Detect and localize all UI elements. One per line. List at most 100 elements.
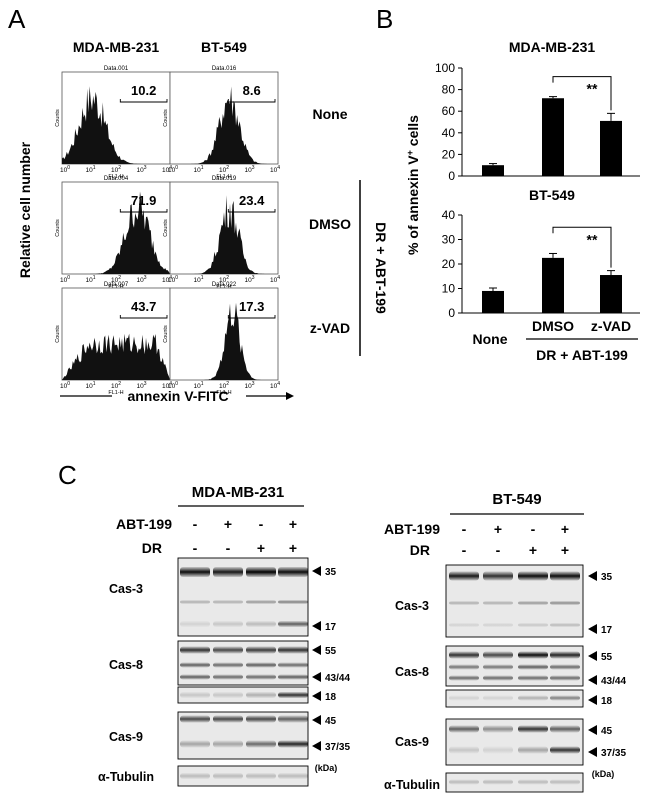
histogram-percent: 71.9 [131, 193, 156, 208]
marker-label: 55 [601, 652, 613, 663]
histogram-x-label: FL1-H [108, 284, 123, 290]
histogram-4: Data.019 Counts 23.4 100 101 102 103 104 FL1-H [163, 176, 280, 290]
histogram-tick-label: 103 [136, 275, 146, 284]
histogram-tick-label: 101 [85, 275, 95, 284]
row-label-zvad: z-VAD [310, 320, 350, 336]
histogram-tick-label: 102 [111, 275, 121, 284]
abt-199-sign: + [224, 516, 232, 532]
blot-band [278, 773, 308, 779]
kda-unit-label: (kDa) [315, 763, 338, 773]
blot-strip-cas-8 [445, 645, 584, 687]
western-blots: MDA-MB-231 ABT-199 DR - - + - - + + + Cas-3 Cas-8 Cas… [98, 484, 626, 793]
blot-title: BT-549 [492, 491, 541, 508]
blot-band [213, 715, 243, 723]
marker-label: 55 [325, 646, 337, 657]
row-label-dmso: DMSO [309, 216, 351, 232]
marker-arrow-icon [588, 695, 597, 705]
chart-bar-z-vad [600, 275, 622, 313]
histogram-counts-label: Counts [163, 109, 169, 127]
marker-label: 37/35 [325, 742, 350, 753]
blot-band [550, 695, 580, 701]
blot-membrane [445, 772, 584, 793]
chart-y-tick-label: 60 [442, 104, 456, 118]
dr-label: DR [142, 540, 162, 556]
protein-label: α-Tubulin [384, 778, 440, 792]
marker-arrow-icon [312, 621, 321, 631]
kda-unit-label: (kDa) [592, 769, 615, 779]
histogram-x-label: FL1-H [216, 174, 231, 180]
histogram-percent: 23.4 [239, 193, 265, 208]
chart-significance-bracket [552, 76, 612, 111]
blot-strip-cas-8-cleaved [177, 686, 309, 704]
blot-strip-cas-3 [177, 557, 309, 637]
row-label-none: None [313, 106, 348, 122]
blot-strip-cas-8-cleaved [445, 689, 584, 708]
histogram-3: Data.004 Counts 71.9 100 101 102 103 104 FL1-H [55, 176, 172, 290]
histogram-tick-label: 102 [111, 381, 121, 390]
histogram-gate [227, 315, 276, 319]
blot-band [180, 773, 210, 779]
histogram-percent: 43.7 [131, 299, 156, 314]
blot-band [246, 674, 276, 680]
marker-arrow-icon [312, 672, 321, 682]
marker-arrow-icon [588, 624, 597, 634]
x-axis-label: annexin V-FITC [127, 388, 228, 404]
histogram-tick-label: 100 [60, 165, 70, 174]
histogram-counts-label: Counts [163, 325, 169, 343]
blot-band [246, 715, 276, 723]
blot-band [180, 692, 210, 698]
blot-band [213, 567, 243, 577]
marker-arrow-icon [588, 675, 597, 685]
blot-band [518, 746, 548, 754]
y-axis-label: Relative cell number [17, 141, 33, 278]
blot-band [550, 623, 580, 627]
blot-membrane [445, 689, 584, 708]
blot-band [246, 621, 276, 627]
blot-band [278, 674, 308, 680]
histogram-counts-label: Counts [55, 325, 61, 343]
histogram-tick-label: 101 [193, 275, 203, 284]
marker-arrow-icon [312, 645, 321, 655]
histogram-file-label: Data.004 [104, 176, 129, 182]
histogram-tick-label: 103 [136, 165, 146, 174]
histogram-tick-label: 104 [270, 275, 280, 284]
blot-band [246, 692, 276, 698]
chart-y-tick-label: 30 [442, 233, 456, 247]
chart-bar-none [482, 290, 504, 313]
marker-label: 35 [601, 572, 613, 583]
blot-band [550, 571, 580, 581]
chart-significance-bracket [552, 226, 612, 268]
histogram-tick-label: 104 [162, 275, 172, 284]
blot-band [483, 571, 513, 581]
blot-band [213, 600, 243, 604]
blot-band [180, 674, 210, 680]
treatment-bracket-label: DR + ABT-199 [373, 222, 389, 314]
protein-label: α-Tubulin [98, 770, 154, 784]
blot-band [449, 675, 479, 681]
histogram-tick-label: 100 [168, 381, 178, 390]
blot-band [518, 675, 548, 681]
chart-y-tick-label: 20 [442, 147, 456, 161]
blot-band [180, 662, 210, 668]
histogram-tick-label: 101 [193, 381, 203, 390]
histogram-tick-label: 100 [168, 275, 178, 284]
blot-strip-tubulin [177, 765, 309, 787]
blot-band [246, 662, 276, 668]
protein-label: Cas-9 [109, 730, 143, 744]
marker-arrow-icon [312, 566, 321, 576]
blot-band [246, 567, 276, 577]
blot-band [449, 746, 479, 754]
histogram-2: Data.016 Counts 8.6 100 101 102 103 104 FL1-H [163, 66, 280, 180]
panel-b: B % of annexin V+ cells MDA-MB-231 0 20 40 6… [376, 4, 640, 363]
blot-band [180, 600, 210, 604]
abt-199-label: ABT-199 [116, 516, 172, 532]
histogram-tick-label: 101 [85, 165, 95, 174]
blot-band [483, 651, 513, 659]
histogram-tick-label: 102 [219, 381, 229, 390]
dr-sign: - [226, 540, 231, 556]
histogram-distribution [62, 191, 170, 274]
blot-band [213, 646, 243, 654]
histogram-gate [227, 209, 276, 213]
blot-band [213, 740, 243, 748]
